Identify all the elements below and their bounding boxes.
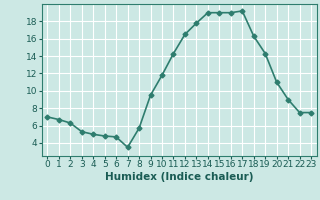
X-axis label: Humidex (Indice chaleur): Humidex (Indice chaleur) (105, 172, 253, 182)
